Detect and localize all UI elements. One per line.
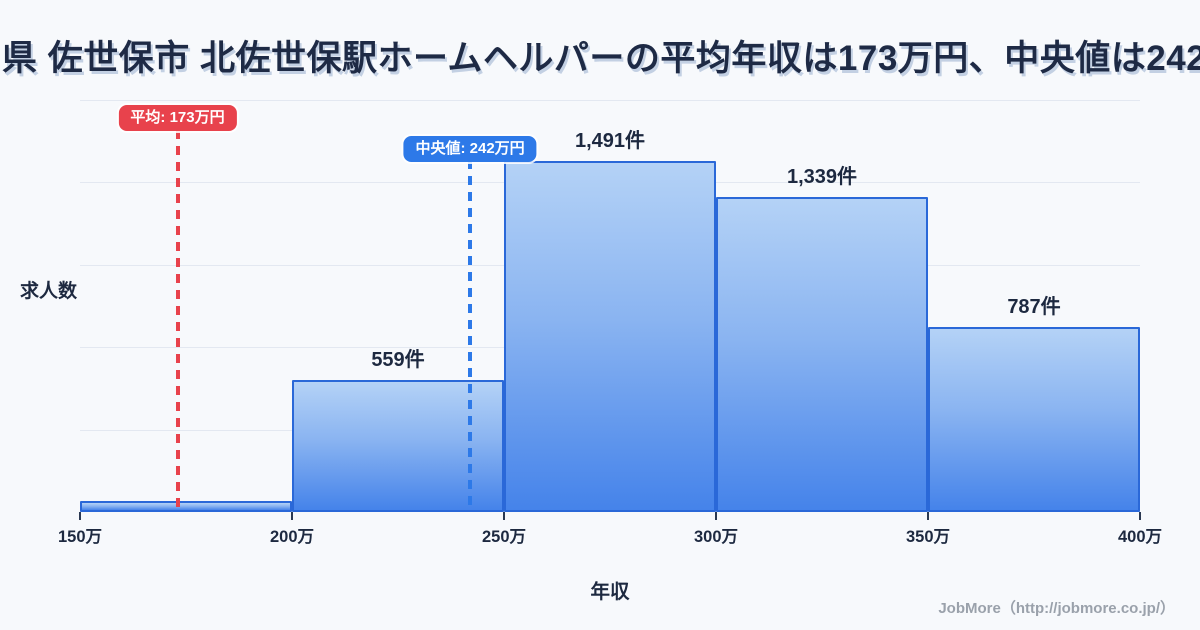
x-tick-label: 150万	[57, 528, 103, 546]
x-tick-label: 250万	[481, 528, 527, 546]
x-tick-mark	[715, 512, 717, 520]
median-badge: 中央値: 242万円	[403, 136, 537, 162]
x-axis-label: 年収	[590, 581, 630, 603]
x-tick-label: 300万	[693, 528, 739, 546]
x-tick-label: 400万	[1117, 528, 1163, 546]
x-tick-mark	[79, 512, 81, 520]
footer-credit: JobMore（http://jobmore.co.jp/）	[938, 600, 1175, 617]
plot-area: 559件 1,491件 1,339件 787件 150万 200万 250万 300万 350万…	[58, 100, 1162, 546]
histogram-bar	[504, 160, 716, 512]
mean-line	[175, 130, 180, 512]
histogram-bar	[716, 196, 928, 512]
bar-value-label: 559件	[371, 349, 425, 372]
bar-value-label: 1,339件	[786, 165, 858, 188]
page-title: 県 佐世保市 北佐世保駅ホームヘルパーの平均年収は173万円、中央値は242	[2, 39, 1200, 78]
gridline	[80, 100, 1140, 101]
bar-value-label: 1,491件	[574, 129, 646, 152]
bar-value-label: 787件	[1007, 295, 1061, 318]
mean-badge: 平均: 173万円	[118, 105, 237, 131]
x-tick-label: 350万	[905, 528, 951, 546]
histogram-bar	[80, 501, 292, 512]
y-axis-label: 求人数	[20, 281, 78, 302]
histogram-bar	[928, 326, 1140, 512]
x-tick-mark	[503, 512, 505, 520]
x-tick-mark	[1139, 512, 1141, 520]
x-tick-mark	[291, 512, 293, 520]
x-tick-label: 200万	[269, 528, 315, 546]
x-tick-mark	[927, 512, 929, 520]
histogram-bar	[292, 380, 504, 512]
median-line	[468, 160, 473, 512]
